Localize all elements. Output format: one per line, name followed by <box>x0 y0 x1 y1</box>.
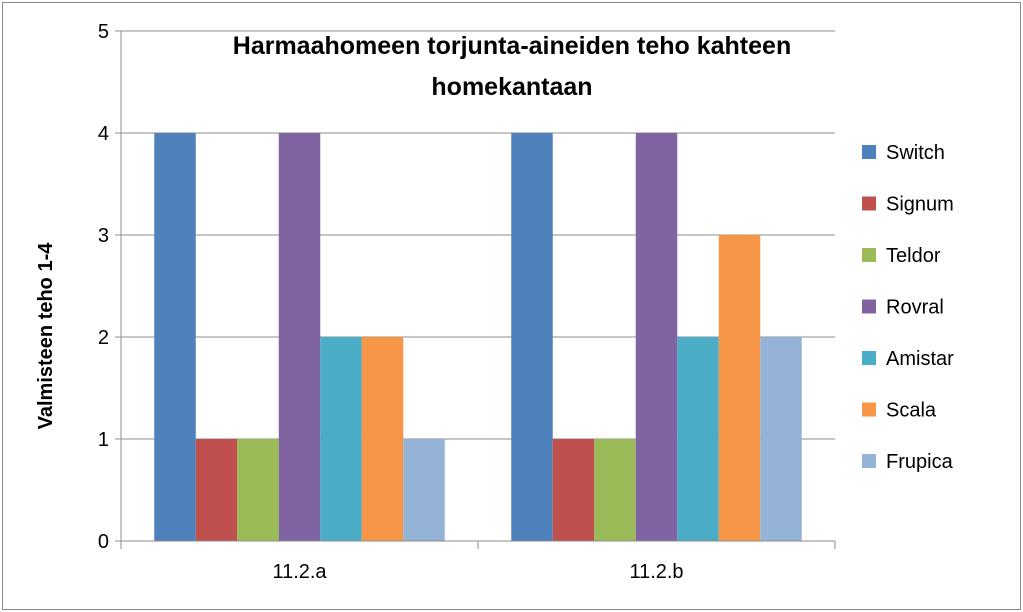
y-axis-label: Valmisteen teho 1-4 <box>35 242 57 430</box>
bar-frupica-11.2.b <box>760 337 802 541</box>
bar-teldor-11.2.b <box>594 439 636 541</box>
bar-amistar-11.2.a <box>320 337 362 541</box>
y-tick-label: 4 <box>98 123 109 145</box>
legend-label-rovral: Rovral <box>886 297 944 319</box>
legend-swatch-teldor <box>862 248 876 262</box>
y-tick-label: 3 <box>98 225 109 247</box>
y-tick-labels: 0 1 2 3 4 5 <box>98 21 109 553</box>
x-category-label: 11.2.a <box>272 561 327 583</box>
bar-teldor-11.2.a <box>237 439 279 541</box>
legend-label-signum: Signum <box>886 194 954 216</box>
legend-swatch-scala <box>862 402 876 417</box>
legend: Switch Signum Teldor Rovral Amistar Scala Frup… <box>862 142 954 473</box>
chart-title-line-1: Harmaahomeen torjunta-aineiden teho kaht… <box>233 32 791 60</box>
bar-signum-11.2.a <box>195 439 238 541</box>
legend-label-frupica: Frupica <box>886 451 954 473</box>
bar-frupica-11.2.a <box>403 439 445 541</box>
category-labels: 11.2.a 11.2.b <box>272 561 683 583</box>
legend-label-scala: Scala <box>886 400 937 422</box>
bar-signum-11.2.b <box>552 439 595 541</box>
bar-rovral-11.2.a <box>278 133 321 541</box>
axes <box>115 30 836 549</box>
bar-amistar-11.2.b <box>677 337 719 541</box>
legend-label-teldor: Teldor <box>886 245 941 267</box>
bar-scala-11.2.b <box>718 235 761 541</box>
bar-switch-11.2.a <box>154 133 196 541</box>
y-tick-label: 1 <box>98 429 109 451</box>
y-tick-label: 2 <box>98 327 109 349</box>
y-tick-label: 5 <box>98 21 109 43</box>
bar-rovral-11.2.b <box>635 133 678 541</box>
x-category-label: 11.2.b <box>629 561 683 583</box>
legend-swatch-frupica <box>862 454 876 468</box>
y-tick-label: 0 <box>98 531 109 553</box>
bar-switch-11.2.b <box>511 133 553 541</box>
chart-title-line-2: homekantaan <box>431 73 592 101</box>
legend-swatch-signum <box>862 196 876 211</box>
legend-swatch-amistar <box>862 351 876 365</box>
bars <box>154 133 802 541</box>
legend-swatch-rovral <box>862 299 876 314</box>
legend-label-amistar: Amistar <box>886 348 954 370</box>
legend-swatch-switch <box>862 145 876 159</box>
legend-label-switch: Switch <box>886 142 945 164</box>
bar-scala-11.2.a <box>361 337 404 541</box>
